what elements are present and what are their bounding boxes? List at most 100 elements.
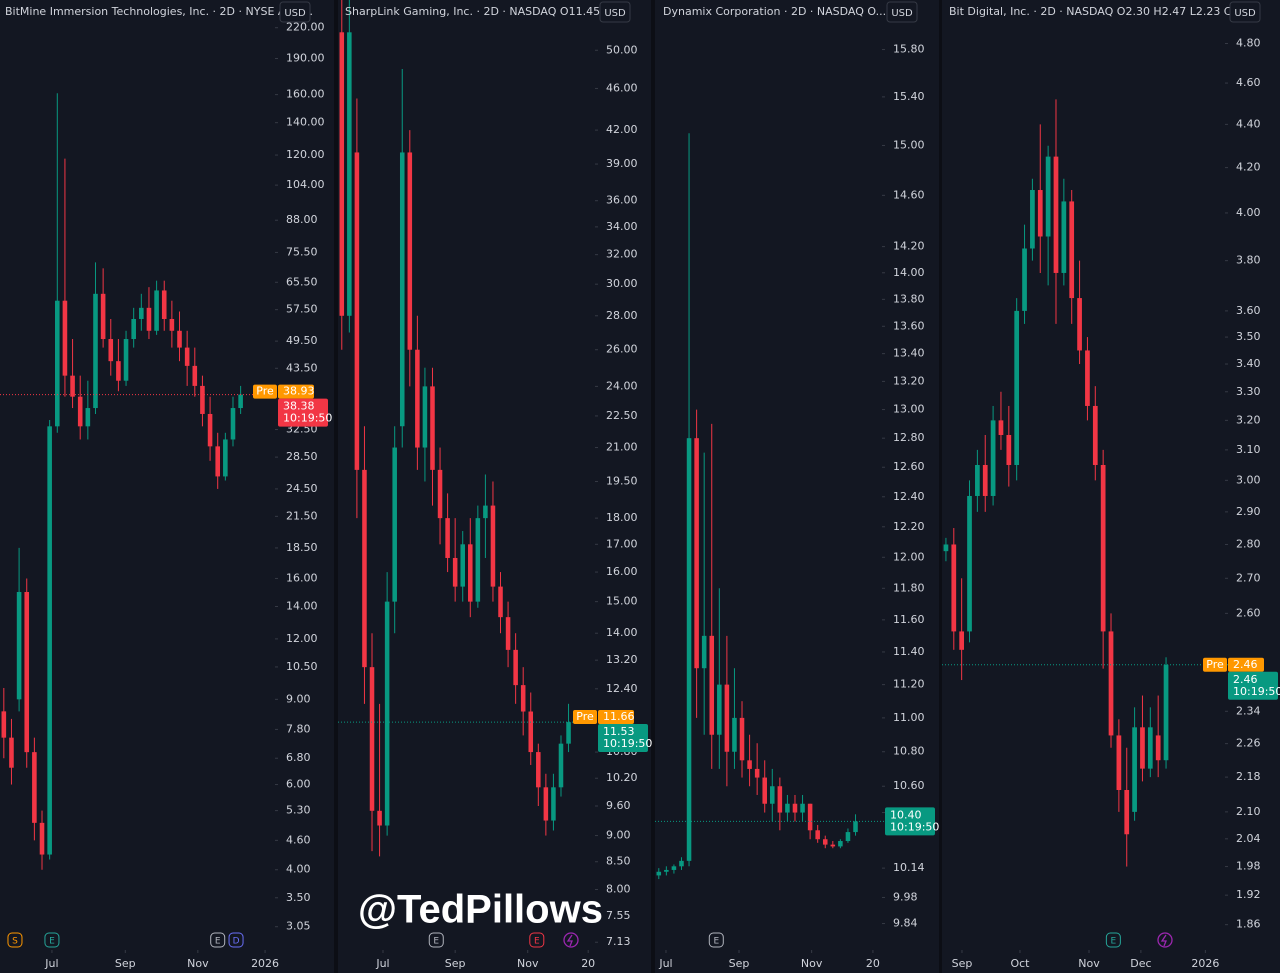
candle-body bbox=[93, 293, 98, 409]
y-tick-label: 3.80 bbox=[1236, 254, 1261, 267]
y-tick-label: 3.40 bbox=[1236, 357, 1261, 370]
currency-box bbox=[279, 1, 311, 23]
candle-body bbox=[975, 464, 980, 496]
candle-body bbox=[392, 447, 397, 602]
candles bbox=[943, 99, 1169, 867]
countdown: 10:19:50 bbox=[603, 737, 652, 750]
x-tick-label: Sep bbox=[115, 957, 136, 970]
y-tick-label: 9.98 bbox=[893, 890, 918, 903]
candle-body bbox=[238, 394, 243, 409]
y-tick-label: 11.60 bbox=[893, 613, 925, 626]
last-price-box bbox=[1228, 671, 1278, 700]
y-tick-label: 13.80 bbox=[893, 292, 925, 305]
candle-body bbox=[430, 386, 435, 470]
candle-body bbox=[1045, 156, 1051, 237]
candle-body bbox=[815, 830, 820, 840]
event-marker bbox=[228, 932, 244, 948]
y-tick-label: 4.60 bbox=[286, 833, 311, 846]
candle-body bbox=[747, 760, 752, 769]
currency: USD bbox=[891, 8, 913, 19]
y-tick-label: 220.00 bbox=[286, 21, 325, 34]
pre-price-box bbox=[598, 709, 634, 724]
event-marker bbox=[1105, 932, 1121, 948]
candle-body bbox=[85, 408, 91, 427]
currency: USD bbox=[604, 8, 626, 19]
candle-body bbox=[1085, 350, 1090, 406]
y-tick-label: 8.00 bbox=[606, 883, 631, 896]
candle-body bbox=[943, 544, 949, 552]
candle-body bbox=[1037, 190, 1043, 237]
candle-body bbox=[528, 711, 534, 753]
y-tick-label: 16.00 bbox=[606, 565, 638, 578]
y-tick-label: 14.00 bbox=[606, 626, 638, 639]
x-tick-label: Sep bbox=[729, 957, 750, 970]
candle-body bbox=[131, 318, 136, 340]
chart-title: Dynamix Corporation · 2D · NASDAQ O... bbox=[663, 5, 886, 18]
candle-body bbox=[1140, 727, 1145, 769]
candle-body bbox=[215, 446, 220, 477]
y-tick-label: 6.00 bbox=[286, 778, 311, 791]
y-tick-label: 43.50 bbox=[286, 361, 318, 374]
event-marker bbox=[428, 932, 444, 948]
candle-body bbox=[207, 413, 213, 447]
candle-body bbox=[47, 426, 52, 855]
y-tick-label: 7.80 bbox=[286, 722, 311, 735]
y-tick-label: 4.40 bbox=[1236, 117, 1261, 130]
y-tick-label: 6.80 bbox=[286, 751, 311, 764]
chart-title: BitMine Immersion Technologies, Inc. · 2… bbox=[5, 5, 313, 18]
candle-body bbox=[369, 667, 375, 811]
candle-body bbox=[1124, 790, 1130, 835]
candle-body bbox=[1061, 201, 1067, 273]
y-tick-label: 1.98 bbox=[1236, 860, 1261, 873]
candle-body bbox=[951, 544, 957, 632]
y-tick-label: 14.00 bbox=[286, 599, 318, 612]
event-marker bbox=[529, 932, 545, 948]
candle-body bbox=[770, 786, 775, 804]
y-tick-label: 7.13 bbox=[606, 935, 631, 948]
candle-body bbox=[830, 844, 836, 847]
y-tick-label: 28.50 bbox=[286, 450, 318, 463]
y-tick-label: 19.50 bbox=[606, 474, 638, 487]
y-tick-label: 26.00 bbox=[606, 343, 638, 356]
pre-tag bbox=[1203, 657, 1227, 672]
y-tick-label: 10.14 bbox=[893, 861, 925, 874]
y-tick-label: 13.20 bbox=[893, 374, 925, 387]
event-label: E bbox=[433, 937, 439, 947]
candle-body bbox=[566, 722, 571, 744]
candle-body bbox=[154, 290, 159, 331]
x-tick-label: Jul bbox=[44, 957, 58, 970]
event-label: E bbox=[534, 937, 540, 947]
candle-body bbox=[724, 684, 730, 752]
event-label: E bbox=[1111, 937, 1117, 947]
y-tick-label: 34.00 bbox=[606, 220, 638, 233]
y-tick-label: 4.00 bbox=[286, 863, 311, 876]
candle-body bbox=[108, 339, 114, 362]
candle-body bbox=[77, 396, 83, 427]
y-tick-label: 2.70 bbox=[1236, 571, 1261, 584]
y-tick-label: 2.18 bbox=[1236, 770, 1261, 783]
candle-body bbox=[223, 439, 228, 477]
y-tick-label: 39.00 bbox=[606, 157, 638, 170]
countdown: 10:19:50 bbox=[283, 412, 332, 425]
pre-label: Pre bbox=[1206, 658, 1224, 671]
candle-body bbox=[845, 832, 851, 842]
candle-body bbox=[116, 361, 121, 381]
candle-body bbox=[505, 617, 511, 650]
candle-body bbox=[354, 152, 360, 470]
candle-body bbox=[483, 505, 488, 519]
watermark: @TedPillows bbox=[358, 888, 603, 932]
candle-body bbox=[415, 349, 420, 448]
y-tick-label: 3.60 bbox=[1236, 304, 1261, 317]
y-tick-label: 10.50 bbox=[286, 660, 318, 673]
x-tick-label: Oct bbox=[1010, 957, 1030, 970]
candle-body bbox=[177, 330, 182, 348]
y-tick-label: 57.50 bbox=[286, 303, 318, 316]
y-tick-label: 42.00 bbox=[606, 123, 638, 136]
y-tick-label: 10.60 bbox=[893, 779, 925, 792]
event-label: E bbox=[215, 937, 221, 947]
pre-label: Pre bbox=[576, 710, 594, 723]
y-tick-label: 50.00 bbox=[606, 43, 638, 56]
event-marker bbox=[7, 932, 23, 948]
y-tick-label: 12.60 bbox=[893, 460, 925, 473]
event-label: D bbox=[233, 937, 240, 947]
